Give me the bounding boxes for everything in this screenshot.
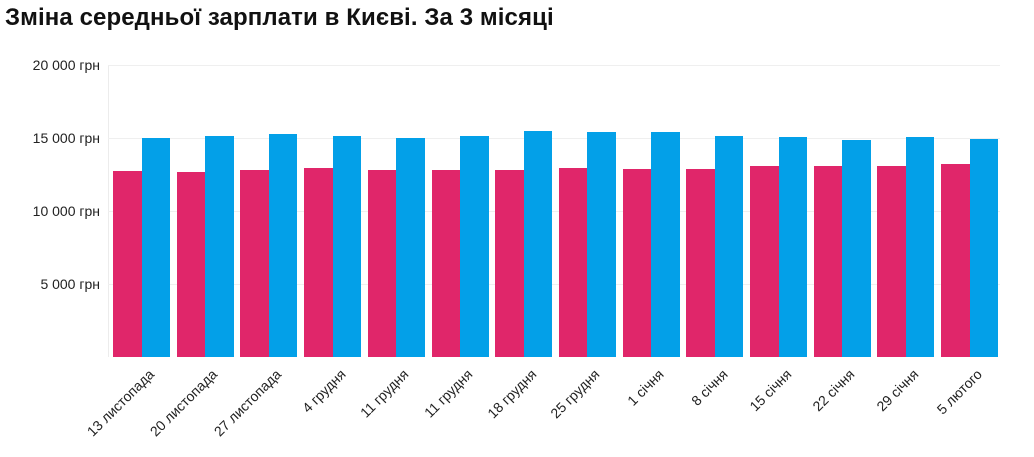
- bar-pink[interactable]: [686, 168, 715, 357]
- bar-pink[interactable]: [750, 166, 779, 357]
- bar-pink[interactable]: [176, 172, 206, 357]
- x-tick-label: 15 січня: [745, 366, 795, 415]
- bar-pink[interactable]: [304, 167, 333, 357]
- bar-blue[interactable]: [905, 137, 935, 357]
- bar-blue[interactable]: [396, 138, 425, 357]
- bar-pink[interactable]: [558, 167, 588, 357]
- x-tick-label: 1 січня: [624, 366, 667, 409]
- bar-blue[interactable]: [778, 137, 807, 357]
- y-tick-label: 10 000 грн: [32, 203, 100, 219]
- bar-pink[interactable]: [240, 170, 269, 357]
- bar-blue[interactable]: [969, 138, 999, 357]
- bar-blue[interactable]: [332, 135, 362, 357]
- x-tick-label: 13 листопада: [83, 366, 157, 440]
- bar-pink[interactable]: [495, 170, 524, 357]
- y-tick-label: 20 000 грн: [32, 57, 100, 73]
- bar-blue[interactable]: [141, 138, 170, 357]
- bar-pink[interactable]: [941, 163, 970, 357]
- x-tick-label: 25 грудня: [547, 366, 603, 422]
- x-tick-label: 27 листопада: [210, 366, 285, 440]
- x-tick-label: 18 грудня: [483, 366, 540, 422]
- x-tick-label: 11 грудня: [357, 366, 412, 421]
- x-tick-label: 4 грудня: [298, 366, 349, 416]
- bar-pink[interactable]: [813, 166, 843, 357]
- gridline: [108, 211, 1000, 212]
- x-tick-label: 5 лютого: [933, 366, 985, 418]
- x-tick-label: 22 січня: [809, 366, 858, 415]
- x-tick-label: 29 січня: [873, 366, 922, 415]
- y-tick-label: 15 000 грн: [32, 130, 100, 146]
- bar-blue[interactable]: [587, 132, 616, 357]
- bar-blue[interactable]: [523, 131, 553, 357]
- x-tick-label: 11 грудня: [420, 366, 476, 421]
- gridline: [108, 65, 1000, 66]
- bar-pink[interactable]: [113, 170, 142, 357]
- bar-blue[interactable]: [842, 140, 871, 357]
- gridline: [108, 284, 1000, 285]
- bar-pink[interactable]: [431, 170, 460, 357]
- x-tick-label: 20 листопада: [146, 366, 221, 440]
- bar-blue[interactable]: [460, 135, 489, 357]
- gridline: [108, 138, 1000, 139]
- y-tick-label: 5 000 грн: [40, 276, 100, 292]
- bar-blue[interactable]: [714, 135, 744, 357]
- chart-title: Зміна середньої зарплати в Києві. За 3 м…: [5, 4, 554, 31]
- bar-pink[interactable]: [877, 165, 906, 357]
- bar-blue[interactable]: [268, 134, 298, 357]
- bar-blue[interactable]: [651, 132, 680, 357]
- bar-blue[interactable]: [205, 135, 234, 357]
- bar-pink[interactable]: [367, 170, 397, 357]
- x-tick-label: 8 січня: [687, 366, 731, 409]
- bar-pink[interactable]: [622, 168, 652, 357]
